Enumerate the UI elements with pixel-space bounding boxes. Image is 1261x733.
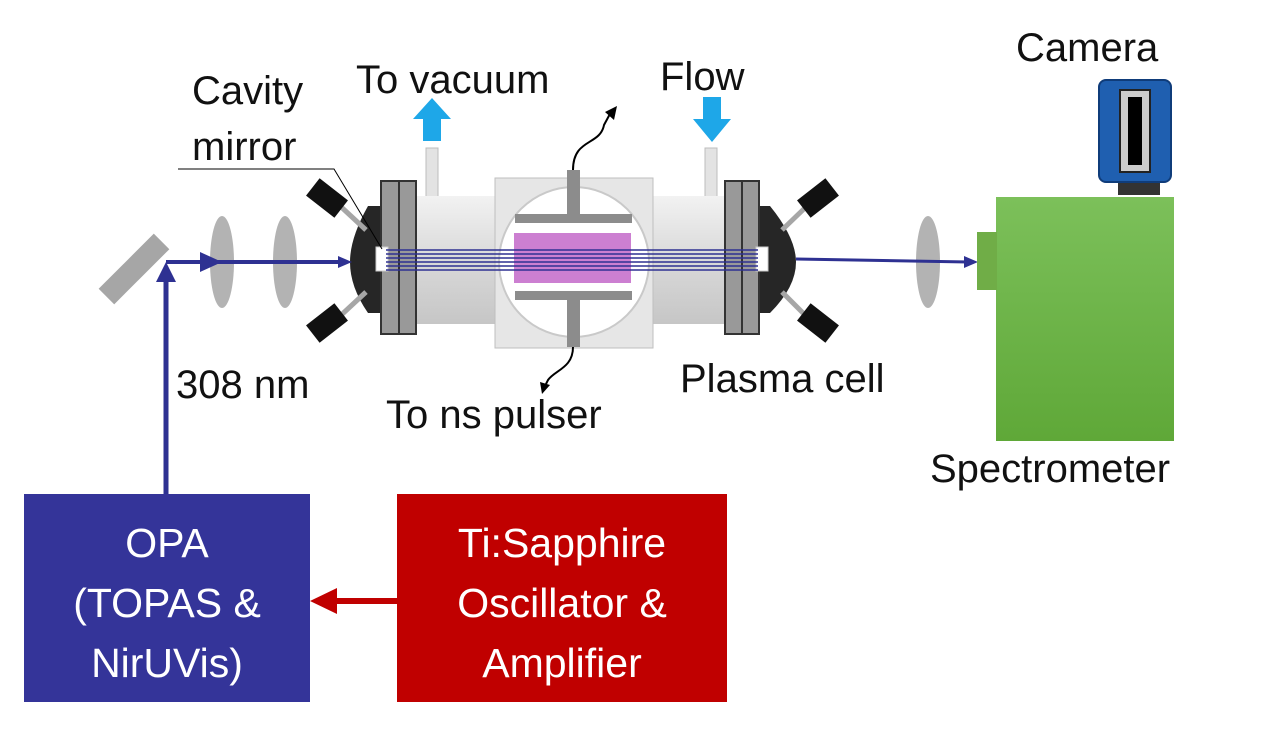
right-adjuster-knob-bottom bbox=[797, 303, 839, 343]
beam-up-arrowhead bbox=[156, 262, 176, 282]
pulser-cable-bottom-arrowhead bbox=[540, 382, 550, 394]
spectrometer-input-port bbox=[977, 232, 997, 290]
beam-cavity-to-spectrometer bbox=[795, 257, 969, 264]
spectrometer-label: Spectrometer bbox=[930, 447, 1170, 491]
laser-box-line-2: Oscillator & bbox=[457, 580, 667, 626]
opa-box-line-1: OPA bbox=[125, 520, 209, 566]
left-adjuster-arm-bottom bbox=[336, 290, 368, 320]
electrode-bottom-plate bbox=[515, 291, 632, 300]
beam-cavity-arrowhead bbox=[338, 256, 352, 268]
left-adjuster-knob-bottom bbox=[306, 303, 348, 343]
camera-sensor bbox=[1128, 97, 1142, 165]
right-cavity-mirror bbox=[755, 246, 769, 272]
right-adjuster-knob-top bbox=[797, 178, 839, 218]
pulser-cable-bottom bbox=[544, 346, 574, 387]
right-adjuster-arm-top bbox=[780, 203, 810, 232]
right-mirror-mount bbox=[756, 206, 796, 313]
vacuum-port bbox=[425, 147, 439, 199]
turning-mirror bbox=[98, 233, 170, 305]
electrode-bottom-stem bbox=[567, 300, 580, 347]
to-ns-pulser-label: To ns pulser bbox=[386, 393, 602, 437]
left-adjuster-arm-top bbox=[336, 202, 368, 232]
flow-port bbox=[704, 147, 718, 199]
to-vacuum-label: To vacuum bbox=[356, 58, 549, 102]
electrode-top-plate bbox=[515, 214, 632, 223]
cavity-mirror-leader bbox=[178, 168, 383, 250]
left-mirror-mount bbox=[350, 206, 382, 313]
opa-box bbox=[24, 494, 310, 702]
wavelength-label: 308 nm bbox=[176, 363, 309, 407]
pulser-cable-top bbox=[572, 111, 612, 171]
beam-right-arrowhead-1 bbox=[200, 252, 222, 272]
electrode-top-stem bbox=[567, 170, 580, 216]
flow-label: Flow bbox=[660, 55, 745, 99]
pulser-cable-top-arrowhead bbox=[605, 106, 617, 120]
laser-box bbox=[397, 494, 727, 702]
left-adjuster-knob-top bbox=[306, 178, 348, 218]
pump-beam-arrowhead bbox=[310, 588, 337, 614]
spectrometer-body bbox=[996, 197, 1174, 441]
to-vacuum-arrow bbox=[413, 98, 451, 141]
camera-label: Camera bbox=[1016, 26, 1159, 70]
cavity-mirror-label-line1: Cavity bbox=[192, 69, 303, 113]
flow-arrow bbox=[693, 97, 731, 142]
opa-box-line-2: (TOPAS & bbox=[73, 580, 261, 626]
left-cavity-mirror bbox=[375, 246, 389, 272]
beam-spectrometer-arrowhead bbox=[964, 256, 978, 268]
laser-box-line-1: Ti:Sapphire bbox=[458, 520, 666, 566]
laser-box-line-3: Amplifier bbox=[482, 640, 641, 686]
plasma-cell-label: Plasma cell bbox=[680, 357, 885, 401]
opa-box-line-3: NirUVis) bbox=[91, 640, 243, 686]
cavity-mirror-label-line2: mirror bbox=[192, 125, 296, 169]
cavity-beam-passes bbox=[386, 249, 758, 271]
